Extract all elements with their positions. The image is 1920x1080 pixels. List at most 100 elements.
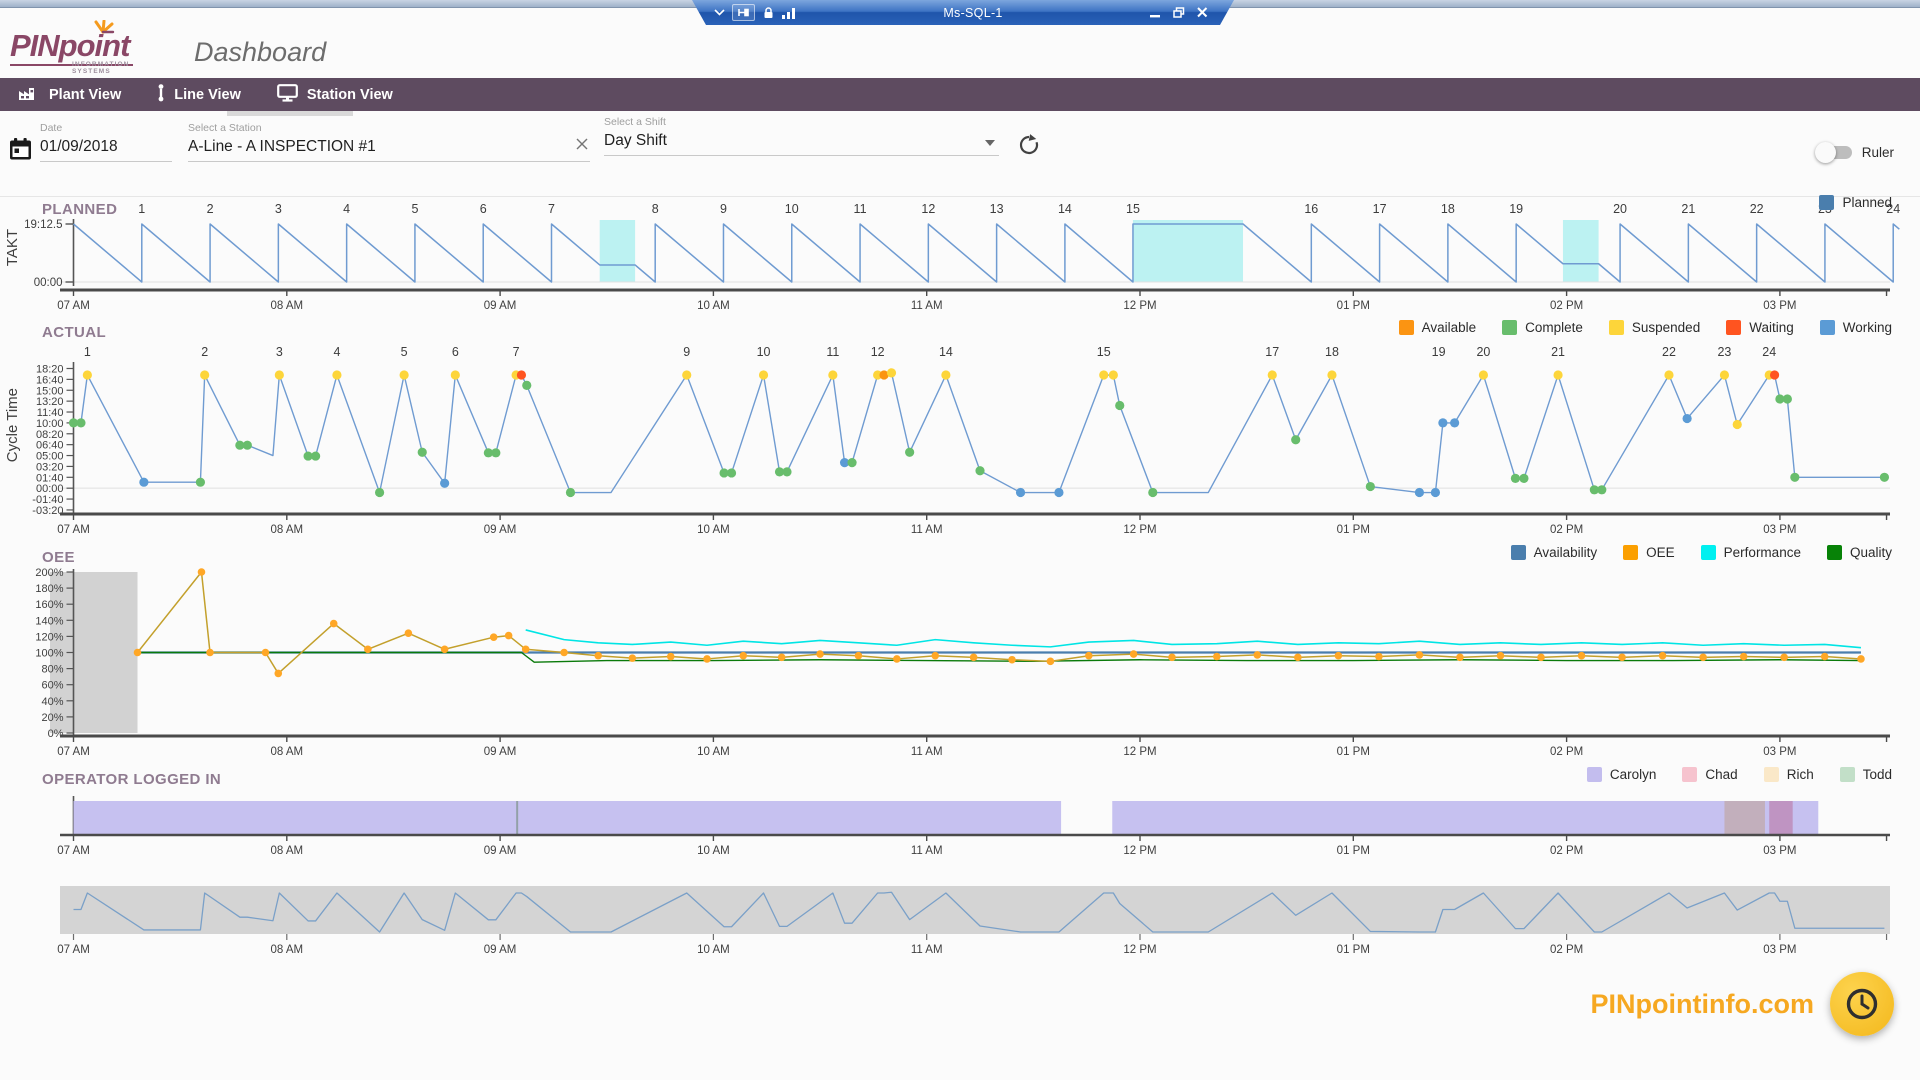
refresh-icon[interactable] bbox=[1018, 134, 1040, 161]
legend-item-available[interactable]: Available bbox=[1398, 320, 1476, 335]
active-tab-underline bbox=[227, 111, 353, 116]
svg-text:22: 22 bbox=[1662, 345, 1676, 359]
station-label: Select a Station bbox=[188, 122, 262, 134]
lock-icon bbox=[762, 6, 775, 19]
nav-item-line-view[interactable]: Line View bbox=[139, 78, 259, 111]
legend-swatch bbox=[1608, 320, 1624, 335]
actual-y-axis-label: Cycle Time bbox=[4, 388, 21, 463]
legend-item-chad[interactable]: Chad bbox=[1682, 767, 1738, 782]
svg-text:16: 16 bbox=[1304, 202, 1318, 216]
overview-scrubber[interactable]: 07 AM 08 AM 09 AM 10 AM 11 AM 12 PM 01 PM 02 PM… bbox=[0, 878, 1920, 962]
svg-text:21: 21 bbox=[1681, 202, 1695, 216]
chevron-down-icon[interactable] bbox=[714, 9, 725, 16]
svg-text:8: 8 bbox=[652, 202, 659, 216]
chevron-down-icon[interactable] bbox=[985, 140, 995, 146]
svg-text:0%: 0% bbox=[48, 728, 64, 740]
pin-icon[interactable] bbox=[732, 4, 755, 21]
factory-icon bbox=[18, 85, 40, 105]
svg-text:02 PM: 02 PM bbox=[1550, 944, 1583, 956]
legend-item-suspended[interactable]: Suspended bbox=[1608, 320, 1701, 335]
ruler-toggle[interactable] bbox=[1814, 142, 1852, 163]
legend-item-todd[interactable]: Todd bbox=[1839, 767, 1892, 782]
svg-text:17: 17 bbox=[1373, 202, 1387, 216]
svg-text:-01:40: -01:40 bbox=[32, 494, 63, 506]
svg-text:00:00: 00:00 bbox=[34, 277, 63, 289]
svg-text:06:40: 06:40 bbox=[36, 440, 64, 452]
line-view-icon bbox=[157, 83, 165, 106]
calendar-icon[interactable] bbox=[8, 137, 33, 167]
svg-text:24: 24 bbox=[1886, 202, 1900, 216]
svg-text:03 PM: 03 PM bbox=[1763, 300, 1796, 312]
section-title-actual: ACTUAL bbox=[42, 324, 107, 341]
svg-text:15:00: 15:00 bbox=[36, 385, 64, 397]
svg-text:01 PM: 01 PM bbox=[1337, 845, 1370, 857]
svg-text:03 PM: 03 PM bbox=[1763, 746, 1796, 758]
legend-item-working[interactable]: Working bbox=[1819, 320, 1892, 335]
svg-text:1: 1 bbox=[84, 345, 91, 359]
station-filter: Select a Station A-Line - A INSPECTION #… bbox=[188, 122, 590, 162]
svg-text:-03:20: -03:20 bbox=[32, 505, 63, 517]
oee-legend: Availability OEE Performance Quality bbox=[1510, 545, 1892, 560]
legend-item-quality[interactable]: Quality bbox=[1826, 545, 1892, 560]
minimize-button[interactable] bbox=[1150, 8, 1161, 18]
svg-text:12: 12 bbox=[921, 202, 935, 216]
svg-text:09 AM: 09 AM bbox=[484, 524, 517, 536]
restore-button[interactable] bbox=[1173, 7, 1185, 18]
legend-swatch bbox=[1502, 320, 1518, 335]
footer-site-link[interactable]: PINpointinfo.com bbox=[1590, 988, 1814, 1019]
date-input[interactable]: 01/09/2018 bbox=[40, 138, 172, 162]
overview-section: 07 AM 08 AM 09 AM 10 AM 11 AM 12 PM 01 PM 02 PM… bbox=[0, 878, 1920, 962]
signal-strength-icon bbox=[782, 7, 796, 19]
legend-item-availability[interactable]: Availability bbox=[1510, 545, 1597, 560]
filter-bar: Date 01/09/2018 Select a Station A-Line … bbox=[0, 112, 1920, 197]
legend-item-waiting[interactable]: Waiting bbox=[1726, 320, 1794, 335]
clock-button[interactable] bbox=[1830, 972, 1894, 1036]
clear-station-icon[interactable] bbox=[576, 137, 588, 155]
legend-item-oee[interactable]: OEE bbox=[1623, 545, 1675, 560]
svg-text:08 AM: 08 AM bbox=[270, 746, 303, 758]
legend-label: Chad bbox=[1705, 767, 1738, 782]
station-input[interactable]: A-Line - A INSPECTION #1 bbox=[188, 138, 590, 162]
svg-text:2: 2 bbox=[207, 202, 214, 216]
legend-label: Suspended bbox=[1631, 320, 1701, 335]
shift-label: Select a Shift bbox=[604, 116, 666, 128]
operator-section: 07 AM 08 AM 09 AM 10 AM 11 AM 12 PM 01 PM 02 PM… bbox=[0, 765, 1920, 873]
svg-text:15: 15 bbox=[1097, 345, 1111, 359]
svg-text:01 PM: 01 PM bbox=[1337, 746, 1370, 758]
svg-text:10 AM: 10 AM bbox=[697, 300, 730, 312]
legend-item-complete[interactable]: Complete bbox=[1502, 320, 1583, 335]
svg-text:20%: 20% bbox=[41, 712, 63, 724]
svg-text:09 AM: 09 AM bbox=[484, 746, 517, 758]
section-title-oee: OEE bbox=[42, 549, 75, 566]
shift-select[interactable]: Day Shift bbox=[604, 132, 999, 156]
svg-text:21: 21 bbox=[1551, 345, 1565, 359]
operator-chart: 07 AM 08 AM 09 AM 10 AM 11 AM 12 PM 01 PM 02 PM… bbox=[57, 796, 1890, 857]
legend-item-planned[interactable]: Planned bbox=[1819, 195, 1892, 210]
nav-item-label: Line View bbox=[174, 86, 241, 103]
nav-item-plant-view[interactable]: Plant View bbox=[0, 78, 139, 111]
svg-text:01 PM: 01 PM bbox=[1337, 300, 1370, 312]
svg-text:13:20: 13:20 bbox=[36, 396, 64, 408]
legend-item-carolyn[interactable]: Carolyn bbox=[1586, 767, 1656, 782]
legend-label: Rich bbox=[1786, 767, 1814, 782]
clock-icon bbox=[1846, 988, 1878, 1020]
legend-item-performance[interactable]: Performance bbox=[1700, 545, 1801, 560]
section-title-operator: OPERATOR LOGGED IN bbox=[42, 771, 222, 788]
svg-text:9: 9 bbox=[720, 202, 727, 216]
svg-text:12 PM: 12 PM bbox=[1123, 524, 1156, 536]
ruler-toggle-group: Ruler bbox=[1814, 142, 1894, 163]
legend-item-rich[interactable]: Rich bbox=[1763, 767, 1814, 782]
close-icon[interactable] bbox=[1197, 7, 1208, 18]
svg-text:11:40: 11:40 bbox=[37, 407, 64, 419]
nav-item-label: Plant View bbox=[49, 86, 122, 103]
section-title-planned: PLANNED bbox=[42, 201, 118, 218]
svg-text:160%: 160% bbox=[35, 599, 63, 611]
svg-text:22: 22 bbox=[1750, 202, 1764, 216]
svg-text:100%: 100% bbox=[35, 648, 63, 660]
legend-label: OEE bbox=[1646, 545, 1675, 560]
svg-text:15: 15 bbox=[1126, 202, 1140, 216]
svg-text:01:40: 01:40 bbox=[36, 472, 64, 484]
legend-swatch bbox=[1826, 545, 1842, 560]
nav-item-label: Station View bbox=[306, 86, 393, 103]
nav-item-station-view[interactable]: Station View bbox=[259, 78, 411, 111]
